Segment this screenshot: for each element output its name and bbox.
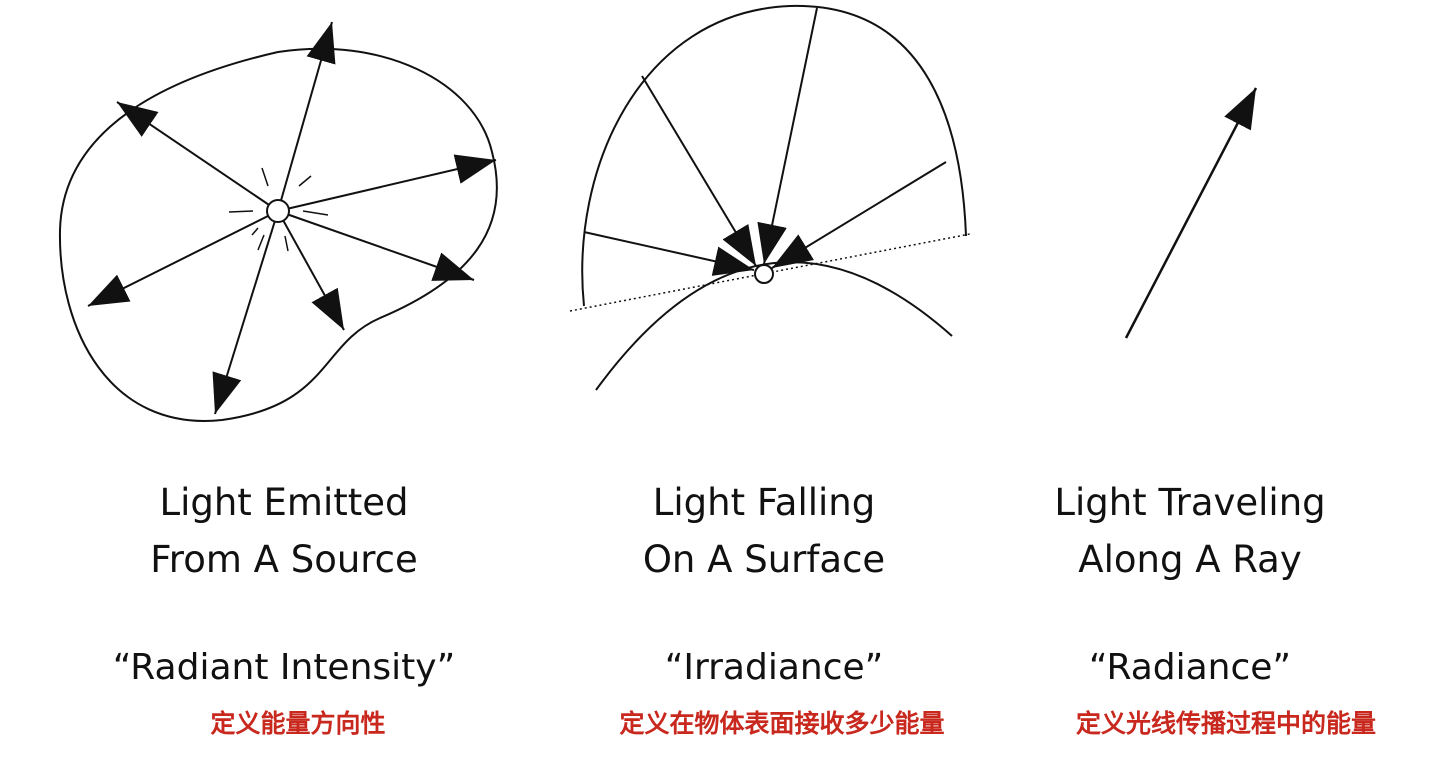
caption-line: Along A Ray (1078, 538, 1302, 581)
caption-line: From A Source (150, 538, 418, 581)
ray-arrow (1124, 87, 1258, 339)
term-radiant-intensity: “Radiant Intensity” (112, 647, 456, 688)
incoming-arrow (771, 161, 947, 269)
radiant-arrow (212, 210, 279, 415)
radiant-arrow (277, 210, 475, 281)
radiant-arrow (87, 210, 279, 307)
radiant-arrow (277, 21, 336, 212)
note-radiant-intensity: 定义能量方向性 (210, 709, 386, 738)
glow-tick (257, 234, 265, 251)
radiant-arrow (116, 101, 279, 212)
caption-line: Light Falling (652, 481, 876, 524)
term-radiance: “Radiance” (1088, 647, 1292, 688)
light-source-point (266, 199, 290, 223)
radiant-arrow (277, 154, 497, 212)
glow-tick (284, 235, 289, 252)
glow-ticks (228, 167, 329, 252)
note-irradiance: 定义在物体表面接收多少能量 (619, 709, 945, 738)
incoming-arrow (583, 231, 755, 276)
emission-boundary-outline (58, 47, 498, 422)
ray-panel (1124, 87, 1258, 339)
incoming-arrow (641, 75, 757, 267)
surface-curve (595, 261, 953, 391)
glow-tick (261, 167, 269, 187)
caption-line: Light Traveling (1054, 481, 1326, 524)
hemisphere-outline (581, 4, 967, 307)
radiant-arrow (277, 210, 345, 331)
point-source-panel (58, 21, 498, 422)
radiometry-diagram (58, 4, 1258, 422)
term-irradiance: “Irradiance” (664, 647, 884, 688)
caption-line: On A Surface (642, 538, 886, 581)
glow-tick (302, 210, 329, 216)
panel-caption-emitted: Light Emitted From A Source (84, 474, 484, 588)
incoming-arrows (583, 7, 947, 276)
caption-line: Light Emitted (159, 481, 409, 524)
glow-tick (251, 227, 259, 236)
glow-tick (298, 175, 312, 187)
panel-caption-traveling: Light Traveling Along A Ray (990, 474, 1390, 588)
note-radiance: 定义光线传播过程中的能量 (1075, 709, 1376, 738)
panel-caption-falling: Light Falling On A Surface (564, 474, 964, 588)
radiant-arrows (87, 21, 497, 415)
glow-tick (228, 210, 254, 213)
surface-point (754, 264, 774, 284)
surface-irradiance-panel (569, 4, 971, 391)
incoming-arrow (757, 7, 818, 265)
